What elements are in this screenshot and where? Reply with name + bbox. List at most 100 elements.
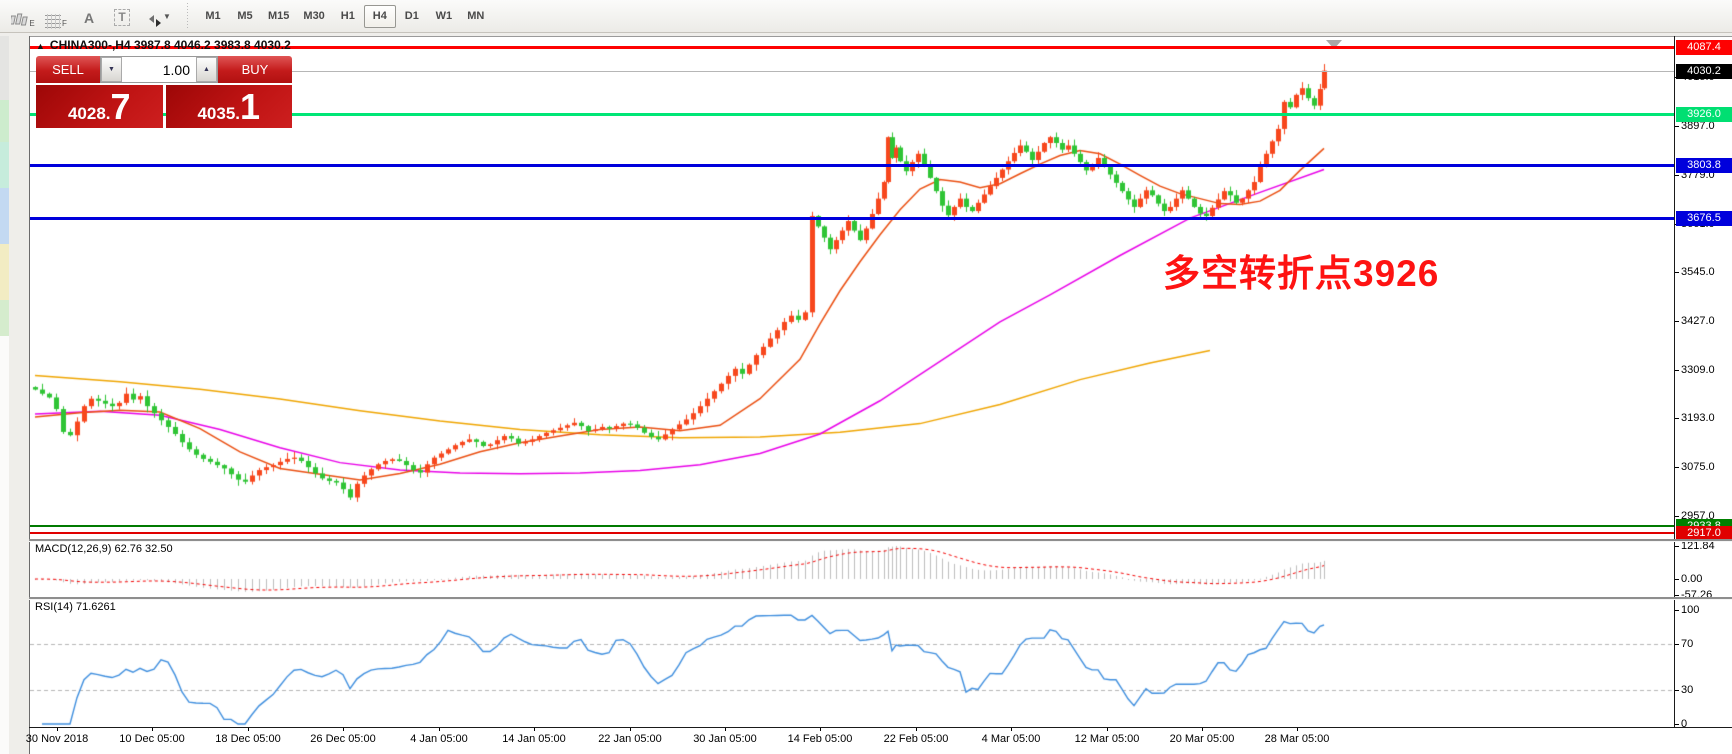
volume-increase-button[interactable]: ▲	[196, 57, 217, 82]
letter-a-glyph: A	[83, 9, 95, 26]
time-axis-border	[29, 727, 1732, 728]
x-axis-tick-mark	[1297, 727, 1298, 731]
x-axis-date-label: 14 Jan 05:00	[502, 733, 566, 745]
toolbar-separator	[185, 3, 190, 29]
x-axis-date-label: 20 Mar 05:00	[1169, 733, 1235, 745]
hline-2933.8[interactable]	[30, 525, 1674, 527]
arrow-objects-icon[interactable]: ▼	[140, 4, 178, 29]
rsi-label: RSI(14) 71.6261	[35, 601, 116, 613]
y-axis-tick-mark	[1674, 690, 1679, 691]
bid-dot: .	[105, 104, 111, 123]
hline-3803.8[interactable]	[30, 164, 1674, 167]
x-axis-tick-mark	[820, 727, 821, 731]
volume-stepper: ▼ ▲	[100, 56, 218, 83]
buy-button[interactable]: BUY	[218, 56, 292, 83]
timeframe-button-mn[interactable]: MN	[467, 10, 485, 22]
x-axis-tick-mark	[534, 727, 535, 731]
timeframe-button-m30[interactable]: M30	[303, 10, 325, 22]
timeframe-button-w1[interactable]: W1	[435, 10, 453, 22]
letter-t-glyph: T	[114, 8, 130, 26]
timeframe-button-group: M1 M5 M15 M30 H1 H4 D1 W1 MN	[197, 4, 492, 28]
x-axis-date-label: 30 Nov 2018	[25, 733, 89, 745]
hline-2917.0[interactable]	[30, 532, 1674, 534]
x-axis-date-label: 28 Mar 05:00	[1264, 733, 1330, 745]
y-axis-tick-mark	[1674, 546, 1679, 547]
candles-glyph	[11, 13, 29, 25]
x-axis-tick-mark	[57, 727, 58, 731]
scroll-to-end-marker[interactable]	[1326, 40, 1342, 49]
x-axis-tick-mark	[248, 727, 249, 731]
y-axis-tick-label: 3427.0	[1681, 315, 1715, 327]
sell-button[interactable]: SELL	[36, 56, 100, 83]
chart-text-annotation[interactable]: 多空转折点3926	[1163, 253, 1440, 294]
x-axis-date-label: 4 Jan 05:00	[410, 733, 468, 745]
volume-input[interactable]	[122, 57, 196, 82]
y-axis-tick-mark	[1674, 595, 1679, 596]
timeframe-button-m15[interactable]: M15	[268, 10, 290, 22]
y-axis-tick-mark	[1674, 467, 1679, 468]
bid-main-digits: 4028	[67, 104, 106, 123]
ohlc-text: CHINA300-,H4 3987.8 4046.2 3983.8 4030.2	[49, 38, 291, 52]
y-axis-tick-label: 3545.0	[1681, 266, 1715, 278]
hline-4087.4[interactable]	[30, 46, 1674, 49]
market-watch-strip-block	[0, 100, 9, 142]
text-label-icon[interactable]: A	[74, 4, 104, 29]
price-badge-3803.8: 3803.8	[1676, 158, 1732, 173]
price-badge-3926.0: 3926.0	[1676, 107, 1732, 122]
x-axis-date-label: 18 Dec 05:00	[215, 733, 281, 745]
rsi-pane-separator[interactable]	[29, 597, 1732, 599]
pattern-candles-icon[interactable]: E	[8, 4, 38, 29]
x-axis-date-label: 26 Dec 05:00	[310, 733, 376, 745]
y-axis-tick-mark	[1674, 321, 1679, 322]
timeframe-button-h4[interactable]: H4	[363, 4, 396, 28]
ask-main-digits: 4035	[197, 104, 236, 123]
tool-sub-letter: E	[29, 18, 35, 28]
market-watch-strip-block	[0, 336, 9, 754]
text-box-icon[interactable]: T	[107, 4, 137, 29]
x-axis-tick-mark	[725, 727, 726, 731]
y-axis-tick-label: 3193.0	[1681, 412, 1715, 424]
timeframe-button-m5[interactable]: M5	[237, 10, 253, 22]
ask-price-quote[interactable]: 4035. 1	[165, 85, 292, 128]
y-axis-tick-mark	[1674, 126, 1679, 127]
timeframe-button-d1[interactable]: D1	[404, 10, 419, 22]
y-axis-tick-mark	[1674, 370, 1679, 371]
price-badge-4030.2: 4030.2	[1676, 64, 1732, 79]
price-chart-canvas[interactable]	[30, 36, 1674, 727]
hline-3926.0[interactable]	[30, 113, 1674, 116]
x-axis-tick-mark	[1202, 727, 1203, 731]
market-watch-strip-block	[0, 244, 9, 300]
tool-sub-letter: F	[62, 18, 67, 28]
top-toolbar: E F A T ▼ M1 M5 M15 M30 H1 H4 D1 W1 MN	[0, 0, 1732, 33]
y-axis-tick-label: 100	[1681, 604, 1700, 616]
grid-icon[interactable]: F	[41, 4, 71, 29]
bid-price-quote[interactable]: 4028. 7	[36, 85, 163, 128]
arrows-glyph	[149, 14, 162, 27]
symbol-triangle-icon: ▲	[36, 41, 45, 51]
hline-4030.2[interactable]	[30, 71, 1674, 72]
volume-decrease-button[interactable]: ▼	[101, 57, 122, 82]
one-click-trading-panel: SELL ▼ ▲ BUY 4028.7 4035.1	[36, 56, 292, 128]
timeframe-button-h1[interactable]: H1	[340, 10, 355, 22]
y-axis-tick-label: 3897.0	[1681, 120, 1715, 132]
y-axis-tick-label: 121.84	[1681, 540, 1715, 552]
hline-3676.5[interactable]	[30, 217, 1674, 220]
grid-glyph	[45, 13, 62, 29]
y-axis-tick-mark	[1674, 579, 1679, 580]
y-axis-tick-label: 0	[1681, 718, 1688, 730]
timeframe-button-m1[interactable]: M1	[205, 10, 221, 22]
market-watch-strip-block	[0, 300, 9, 336]
x-axis-tick-mark	[630, 727, 631, 731]
ask-dot: .	[235, 104, 241, 123]
y-axis-tick-mark	[1674, 610, 1679, 611]
ask-pip-digit: 1	[240, 86, 261, 127]
macd-pane-separator[interactable]	[29, 539, 1732, 541]
x-axis-date-label: 10 Dec 05:00	[119, 733, 185, 745]
y-axis-tick-mark	[1674, 644, 1679, 645]
x-axis-tick-mark	[916, 727, 917, 731]
y-axis-tick-mark	[1674, 175, 1679, 176]
y-axis-tick-mark	[1674, 516, 1679, 517]
price-axis-border	[1674, 36, 1675, 727]
x-axis-date-label: 14 Feb 05:00	[787, 733, 853, 745]
